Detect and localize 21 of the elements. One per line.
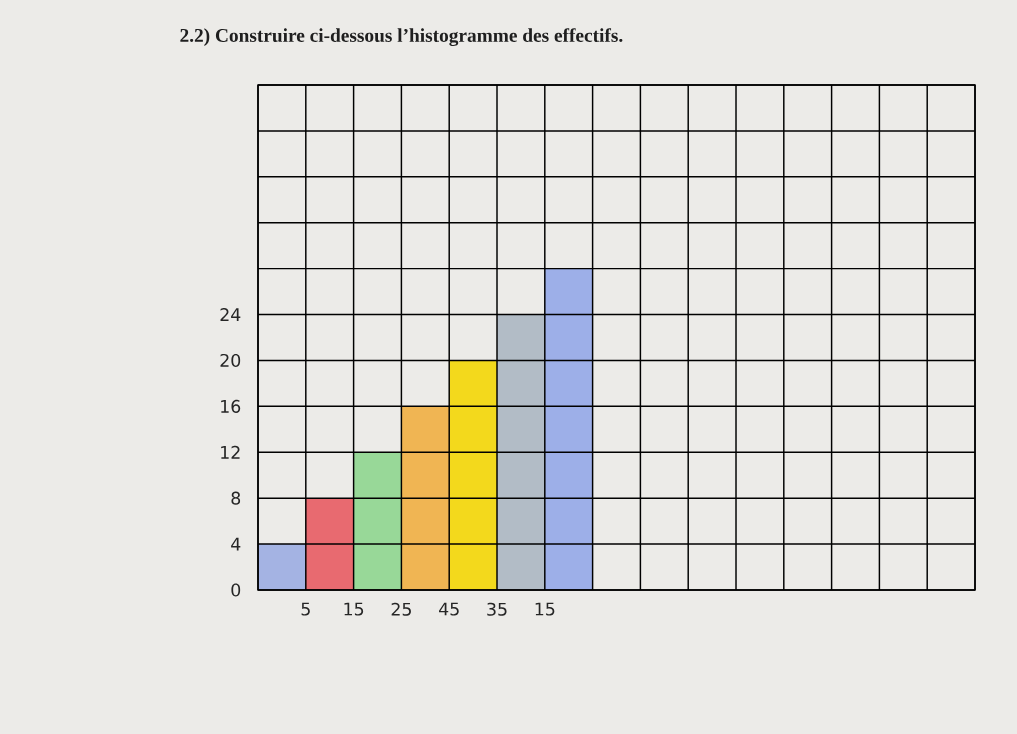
y-tick-label: 16 [221, 399, 241, 413]
text: 35 [487, 602, 507, 616]
bar [401, 406, 450, 590]
text: 15 [535, 602, 555, 616]
bar [497, 314, 545, 590]
y-tick-label: 8 [231, 491, 241, 505]
bar [449, 360, 497, 590]
text: 15 [344, 602, 364, 616]
y-tick-label: 24 [220, 308, 241, 321]
bar [353, 452, 402, 590]
y-tick-label: 0 [231, 583, 241, 597]
y-tick-label: 12 [221, 445, 240, 459]
text: 25 [391, 602, 411, 616]
text: 45 [439, 602, 459, 616]
bar [258, 544, 306, 590]
y-tick-label: 20 [220, 353, 241, 367]
bar [544, 268, 593, 590]
y-tick-label: 4 [231, 537, 241, 551]
chart-title: 2.2) Construire ci-dessous l’histogramme des effectifs. [180, 28, 623, 47]
text: 5 [301, 602, 310, 616]
bar [305, 498, 354, 590]
